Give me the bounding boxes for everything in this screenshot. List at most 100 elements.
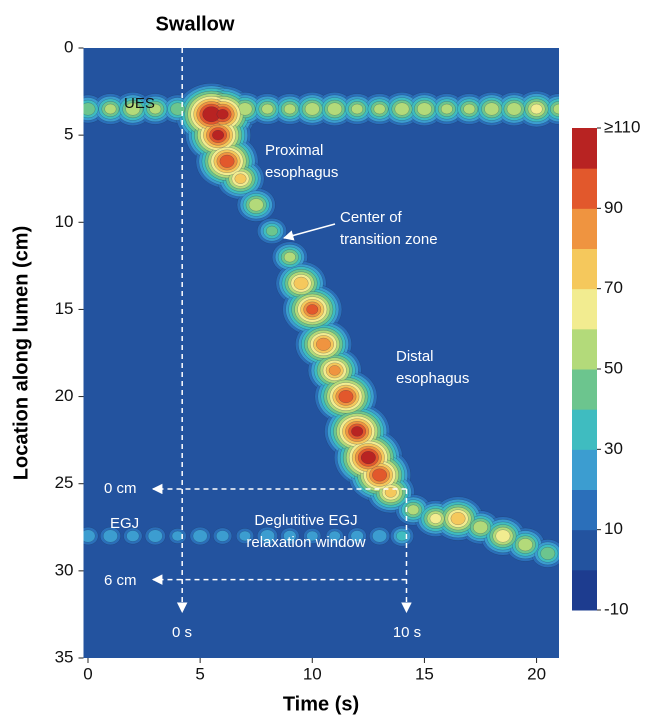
colorbar-segment	[572, 569, 597, 611]
annotation-arrow	[282, 223, 336, 241]
annotation: UES	[124, 95, 155, 112]
pressure-contour	[83, 102, 96, 116]
pressure-contour	[216, 109, 229, 120]
annotation: esophagus	[265, 164, 338, 181]
pressure-contour	[102, 529, 118, 543]
pressure-contour	[283, 251, 296, 263]
y-tick-label: 15	[55, 299, 74, 318]
pressure-contour	[463, 103, 476, 115]
pressure-contour	[212, 129, 225, 141]
pressure-contour	[293, 276, 309, 290]
colorbar-segment	[572, 208, 597, 249]
pressure-contour	[328, 365, 341, 376]
colorbar-tick-label: 90	[604, 198, 623, 217]
colorbar-segment	[572, 288, 597, 330]
annotation: EGJ	[110, 515, 139, 532]
pressure-contour	[216, 530, 230, 542]
pressure-contour	[407, 504, 420, 516]
pressure-contour	[396, 530, 408, 542]
pressure-contour	[328, 530, 341, 542]
pressure-contour	[495, 529, 511, 543]
colorbar-segment	[572, 248, 597, 290]
y-tick-label: 10	[55, 212, 74, 231]
pressure-contour	[372, 529, 388, 543]
pressure-contour	[553, 103, 559, 115]
y-tick-label: 30	[55, 560, 74, 579]
annotation: 6 cm	[104, 572, 137, 589]
pressure-contour	[125, 102, 141, 116]
pressure-contour	[429, 513, 442, 524]
pressure-contour	[350, 530, 364, 542]
pressure-contour	[372, 468, 388, 482]
pressure-contour	[192, 529, 208, 543]
colorbar-tick-label: -10	[604, 599, 629, 618]
x-tick-label: 10	[303, 664, 322, 683]
colorbar-segment	[572, 369, 597, 410]
pressure-contour	[316, 337, 331, 351]
y-axis-label: Location along lumen (cm)	[10, 226, 32, 480]
annotation: Deglutitive EGJ	[254, 512, 357, 529]
colorbar-segment	[572, 529, 597, 571]
colorbar-segment	[572, 449, 597, 490]
x-tick-label: 20	[527, 664, 546, 683]
y-tick-label: 25	[55, 473, 74, 492]
pressure-contour	[234, 173, 247, 184]
pressure-contour	[306, 530, 319, 542]
pressure-contour	[473, 520, 488, 534]
pressure-contour	[170, 102, 186, 116]
pressure-contour	[416, 102, 432, 116]
plot-area	[83, 48, 559, 658]
annotation: Distal	[396, 348, 434, 365]
x-tick-label: 15	[415, 664, 434, 683]
pressure-contour	[327, 102, 343, 116]
pressure-contour	[104, 103, 117, 115]
pressure-contour	[540, 546, 556, 560]
pressure-contour	[394, 102, 410, 116]
annotation: 10 s	[393, 624, 421, 641]
pressure-contour	[248, 198, 264, 212]
annotation: Center of	[340, 209, 403, 226]
pressure-contour	[338, 390, 354, 404]
pressure-contour	[450, 512, 466, 526]
pressure-contour	[171, 530, 184, 542]
pressure-contour	[484, 102, 500, 116]
pressure-contour	[83, 529, 96, 543]
pressure-contour	[351, 426, 364, 437]
pressure-contour	[147, 529, 163, 543]
colorbar-tick-label: 30	[604, 439, 623, 458]
pressure-contour	[283, 103, 296, 115]
colorbar-tick-label: 10	[604, 519, 623, 538]
pressure-contour	[283, 530, 297, 542]
y-tick-label: 0	[64, 37, 73, 56]
annotation: transition zone	[340, 231, 438, 248]
colorbar-segment	[572, 168, 597, 209]
pressure-contour	[149, 103, 162, 115]
pressure-contour	[384, 487, 397, 498]
pressure-contour	[261, 103, 274, 115]
pressure-contour	[259, 529, 275, 543]
pressure-contour	[373, 103, 386, 115]
colorbar-segment	[572, 328, 597, 370]
annotation: 0 s	[172, 624, 192, 641]
pressure-contour	[360, 451, 376, 465]
colorbar-tick-label: ≥110	[604, 117, 640, 136]
colorbar-segment	[572, 489, 597, 531]
annotation: 0 cm	[104, 480, 137, 497]
y-tick-label: 20	[55, 386, 74, 405]
colorbar-segment	[572, 128, 597, 169]
pressure-contour	[265, 225, 278, 237]
pressure-contour	[239, 530, 251, 542]
colorbar-tick-label: 50	[604, 358, 623, 377]
y-tick-label: 35	[55, 647, 74, 666]
pressure-contour	[506, 102, 522, 116]
pressure-contour	[306, 304, 319, 315]
y-tick-label: 5	[64, 125, 73, 144]
annotation: relaxation window	[246, 534, 365, 551]
pressure-contour	[126, 530, 140, 542]
pressure-contour	[517, 538, 533, 552]
overlay: 0 5 10 15 20 0 5 10 15 20 25 30 35 ≥110 90 70 50 30 10 -10 U…	[55, 37, 641, 683]
colorbar-segment	[572, 409, 597, 450]
pressure-contour	[304, 102, 320, 116]
